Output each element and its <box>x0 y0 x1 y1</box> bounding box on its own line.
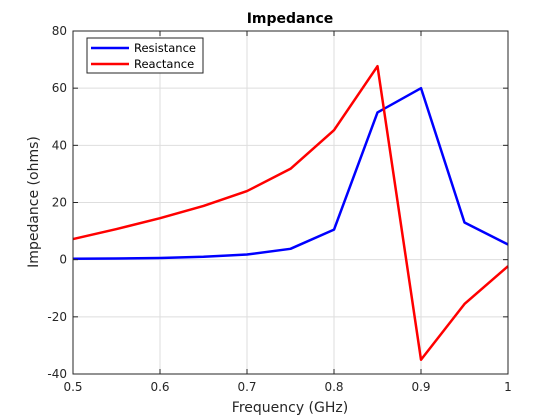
y-tick-label: -20 <box>47 310 67 324</box>
axis-ticks: 0.5 0.6 0.7 0.8 0.9 1 -40 -20 0 20 40 60 80 <box>47 24 511 394</box>
chart-title: Impedance <box>247 11 334 27</box>
legend-box <box>86 37 204 74</box>
y-axis-label: Impedance (ohms) <box>26 136 42 268</box>
y-tick-label: 0 <box>59 253 67 267</box>
y-tick-label: 60 <box>52 81 67 95</box>
legend-label-reactance: Reactance <box>134 57 194 71</box>
series-line-resistance <box>72 86 509 261</box>
x-tick-label: 1 <box>504 380 512 394</box>
x-tick-label: 0.5 <box>63 380 82 394</box>
y-tick-label: -40 <box>47 367 67 381</box>
series-line-reactance <box>72 64 509 361</box>
legend-label-resistance: Resistance <box>134 41 196 55</box>
y-tick-label: 20 <box>52 196 67 210</box>
x-tick-label: 0.8 <box>324 380 343 394</box>
y-tick-label: 40 <box>52 138 67 152</box>
series-lines <box>72 64 509 361</box>
x-axis-label: Frequency (GHz) <box>232 400 348 416</box>
x-tick-label: 0.7 <box>237 380 256 394</box>
legend: Resistance Reactance <box>86 37 204 74</box>
y-tick-label: 80 <box>52 24 67 38</box>
x-tick-label: 0.9 <box>411 380 430 394</box>
x-tick-label: 0.6 <box>150 380 169 394</box>
